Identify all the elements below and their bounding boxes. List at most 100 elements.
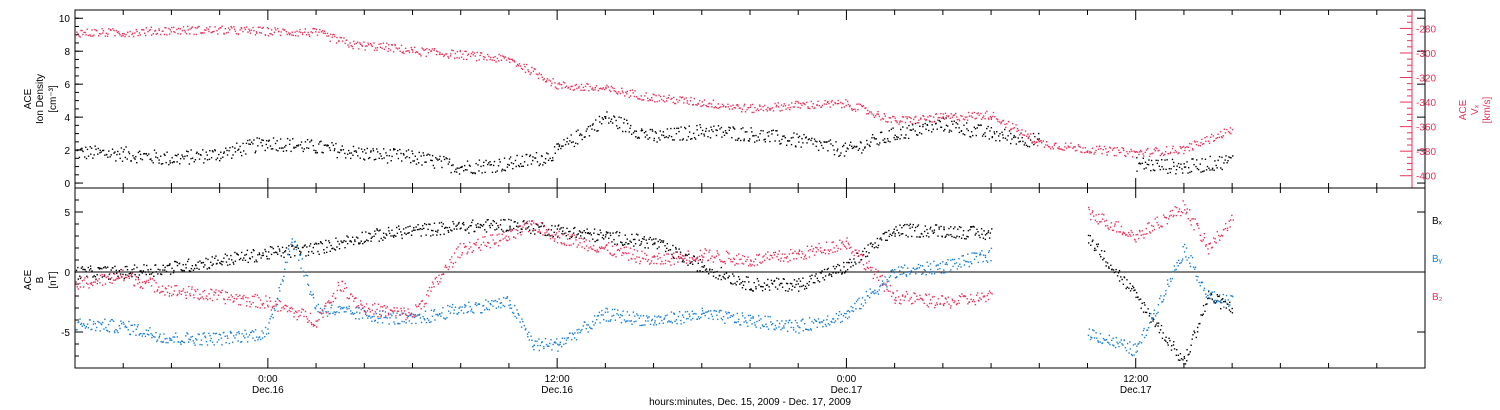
bz-point (497, 245, 500, 247)
density-point (223, 152, 225, 155)
density-point (475, 162, 477, 165)
velocity-point (866, 109, 869, 112)
density-point (1203, 170, 1205, 172)
bx-point (79, 277, 82, 280)
bz-point (221, 289, 223, 292)
density-point (604, 116, 607, 118)
by-point (736, 312, 738, 315)
velocity-point (987, 117, 990, 119)
by-point (163, 333, 165, 335)
by-point (627, 320, 629, 322)
by-point (587, 324, 589, 326)
density-point (850, 145, 853, 148)
density-point (817, 149, 820, 152)
velocity-point (1118, 151, 1121, 154)
bx-point (281, 246, 284, 249)
density-point (307, 147, 310, 150)
density-point (890, 128, 893, 131)
bz-point (596, 249, 599, 251)
by-point (371, 315, 373, 318)
bx-point (270, 253, 273, 256)
velocity-point (90, 35, 92, 37)
velocity-point (827, 100, 829, 103)
bx-point (963, 237, 966, 240)
bx-point (984, 234, 987, 236)
by-point (769, 315, 771, 318)
velocity-point (1027, 133, 1029, 135)
velocity-point (479, 54, 481, 57)
bx-point (1196, 331, 1199, 333)
bz-point (239, 304, 242, 306)
velocity-point (476, 51, 478, 54)
by-point (981, 250, 983, 252)
bx-point (1148, 312, 1151, 315)
bx-point (485, 221, 487, 223)
by-point (622, 310, 624, 312)
by-point (194, 344, 196, 346)
velocity-point (456, 50, 459, 53)
bz-point (246, 300, 248, 303)
by-point (481, 312, 483, 314)
velocity-point (779, 110, 781, 112)
by-point (825, 325, 827, 327)
bz-point (202, 291, 204, 293)
by-point (951, 258, 954, 261)
bx-point (474, 230, 476, 233)
by-point (664, 315, 667, 317)
bx-point (866, 255, 869, 257)
bx-point (681, 260, 684, 263)
bx-point (1159, 329, 1162, 331)
density-point (691, 137, 693, 140)
bx-point (206, 268, 208, 270)
bz-point (339, 289, 342, 291)
velocity-point (702, 104, 705, 106)
bx-point (365, 231, 367, 233)
bz-point (461, 252, 464, 254)
velocity-point (1130, 148, 1132, 151)
bx-point (952, 227, 955, 230)
density-point (840, 152, 842, 154)
velocity-point (692, 103, 695, 106)
velocity-point (1210, 136, 1212, 138)
by-point (1149, 322, 1151, 324)
density-point (1018, 141, 1020, 143)
bx-point (479, 226, 481, 229)
by-point (667, 321, 669, 323)
bx-point (742, 284, 745, 286)
density-point (293, 147, 295, 149)
by-point (328, 313, 330, 315)
by-point (250, 331, 252, 333)
bx-point (250, 251, 253, 254)
velocity-point (864, 107, 866, 110)
density-point (76, 149, 79, 152)
bx-point (888, 235, 890, 238)
density-point (938, 119, 940, 122)
bx-point (806, 282, 808, 285)
velocity-point (89, 34, 91, 36)
density-point (326, 145, 328, 147)
density-point (618, 126, 621, 129)
bx-point (88, 269, 91, 271)
by-point (553, 341, 556, 344)
bx-point (124, 265, 127, 268)
velocity-point (792, 106, 795, 108)
by-point (693, 312, 696, 315)
bx-point (941, 235, 943, 238)
bz-point (237, 295, 239, 298)
by-point (1099, 341, 1101, 343)
bz-point (353, 300, 355, 302)
bx-point (756, 278, 759, 280)
bz-point (539, 231, 541, 233)
by-point (752, 316, 754, 318)
by-point (582, 325, 584, 327)
velocity-point (1074, 146, 1076, 148)
velocity-point (94, 28, 96, 31)
bz-point (579, 241, 581, 244)
by-point (374, 319, 377, 322)
bz-point (293, 312, 295, 314)
density-point (591, 124, 594, 126)
bx-point (1095, 243, 1098, 246)
by-point (198, 333, 200, 336)
bz-point (213, 291, 215, 293)
bx-point (904, 223, 906, 226)
